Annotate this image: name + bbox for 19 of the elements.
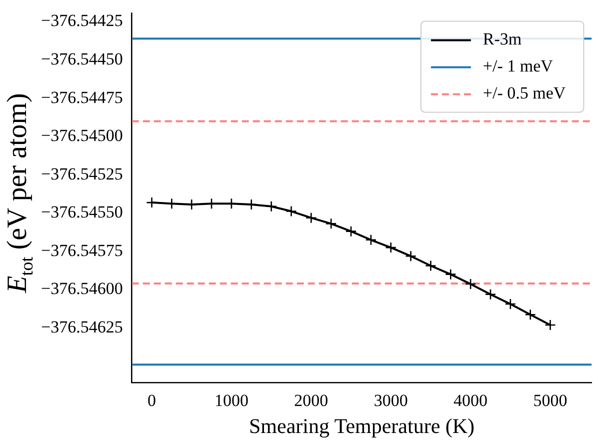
legend-label: +/- 0.5 meV <box>482 84 566 103</box>
x-tick-label: 0 <box>148 391 156 410</box>
x-axis-title: Smearing Temperature (K) <box>248 414 475 438</box>
y-tick-label: −376.54525 <box>40 164 123 184</box>
legend-label: +/- 1 meV <box>482 56 554 76</box>
y-tick-label: −376.54550 <box>40 202 123 222</box>
x-tick-label: 3000 <box>374 391 408 410</box>
y-tick-label: −376.54475 <box>40 88 123 107</box>
y-tick-label: −376.54500 <box>40 126 123 146</box>
legend-label: R-3m <box>482 30 522 49</box>
y-tick-label: −376.54450 <box>40 50 123 69</box>
y-tick-label: −376.54575 <box>40 240 123 260</box>
y-tick-label: −376.54600 <box>40 279 123 298</box>
x-tick-label: 5000 <box>533 391 568 410</box>
x-tick-label: 2000 <box>294 391 328 410</box>
y-tick-label: −376.54625 <box>40 317 123 336</box>
x-tick-label: 4000 <box>454 391 488 410</box>
x-tick-label: 1000 <box>214 391 248 410</box>
y-tick-label: −376.54425 <box>40 11 123 30</box>
